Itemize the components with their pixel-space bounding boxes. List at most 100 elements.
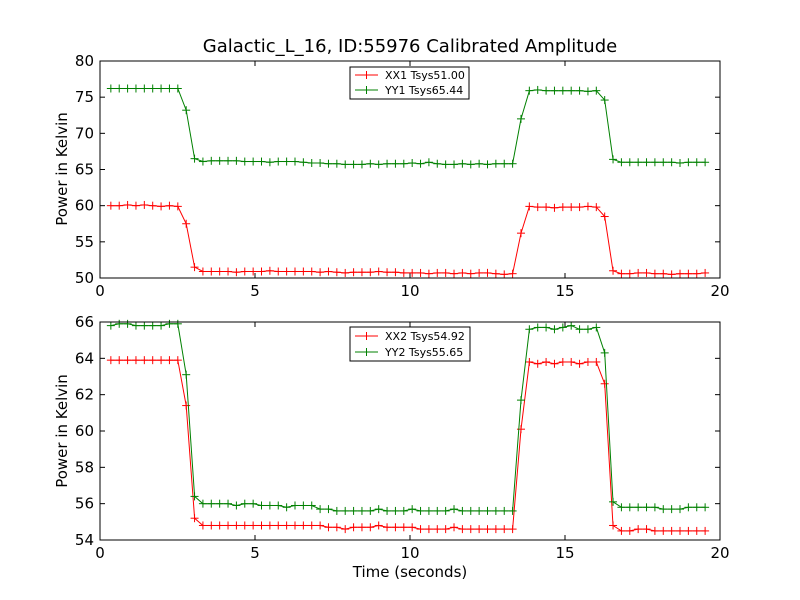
data-point-marker <box>550 325 559 334</box>
data-point-marker <box>408 523 417 532</box>
data-point-marker <box>508 159 517 168</box>
data-point-marker <box>701 503 710 512</box>
data-point-marker <box>600 379 609 388</box>
data-point-marker <box>249 521 258 530</box>
data-point-marker <box>617 158 626 167</box>
legend-entry-xx1: XX1 Tsys51.00 <box>355 69 465 82</box>
data-point-marker <box>625 503 634 512</box>
data-point-marker <box>224 267 233 276</box>
axis-ticks: 0 5 10 15 20 54 56 58 60 62 64 66 <box>75 313 730 562</box>
plot-area <box>106 84 710 279</box>
data-point-marker <box>299 521 308 530</box>
data-point-marker <box>676 526 685 535</box>
data-point-marker <box>583 202 592 211</box>
data-point-marker <box>483 506 492 515</box>
data-point-marker <box>265 158 274 167</box>
data-point-marker <box>650 269 659 278</box>
data-point-marker <box>290 157 299 166</box>
y-tick-label: 60 <box>75 422 94 440</box>
data-point-marker <box>558 86 567 95</box>
data-point-marker <box>500 525 509 534</box>
data-point-marker <box>575 359 584 368</box>
data-point-marker <box>257 267 266 276</box>
data-point-marker <box>290 521 299 530</box>
data-point-marker <box>475 506 484 515</box>
data-point-marker <box>592 86 601 95</box>
y-tick-label: 60 <box>75 197 94 215</box>
data-point-marker <box>441 506 450 515</box>
data-point-marker <box>592 323 601 332</box>
data-point-marker <box>609 155 618 164</box>
data-point-marker <box>684 503 693 512</box>
data-point-marker <box>307 158 316 167</box>
data-point-marker <box>424 269 433 278</box>
legend-label-yy2: YY2 Tsys55.65 <box>384 346 463 359</box>
data-point-marker <box>316 505 325 514</box>
data-point-marker <box>424 525 433 534</box>
data-point-marker <box>701 268 710 277</box>
data-point-marker <box>516 396 525 405</box>
legend-label-xx2: XX2 Tsys54.92 <box>385 330 465 343</box>
data-point-marker <box>299 267 308 276</box>
data-point-marker <box>466 525 475 534</box>
data-point-marker <box>617 503 626 512</box>
data-point-marker <box>567 321 576 330</box>
data-point-marker <box>265 521 274 530</box>
data-point-marker <box>433 525 442 534</box>
chart-title: Galactic_L_16, ID:55976 Calibrated Ampli… <box>203 36 617 57</box>
data-point-marker <box>232 268 241 277</box>
data-point-marker <box>625 158 634 167</box>
data-point-marker <box>198 521 207 530</box>
data-point-marker <box>224 156 233 165</box>
data-point-marker <box>416 525 425 534</box>
data-point-marker <box>173 84 182 93</box>
data-point-marker <box>148 84 157 93</box>
y-tick-label: 56 <box>75 495 94 513</box>
data-point-marker <box>274 267 283 276</box>
data-point-marker <box>558 203 567 212</box>
data-point-marker <box>115 356 124 365</box>
data-point-marker <box>650 503 659 512</box>
chart-bottom-calibrated-amplitude-2: Power in Kelvin Time (seconds) 0 5 10 15 20 5… <box>53 313 730 581</box>
data-point-marker <box>383 523 392 532</box>
data-point-marker <box>383 159 392 168</box>
data-point-marker <box>500 506 509 515</box>
data-point-marker <box>274 501 283 510</box>
data-point-marker <box>525 86 534 95</box>
data-point-marker <box>659 158 668 167</box>
data-point-marker <box>165 84 174 93</box>
data-point-marker <box>282 503 291 512</box>
data-point-marker <box>450 269 459 278</box>
data-point-marker <box>676 158 685 167</box>
data-point-marker <box>224 521 233 530</box>
data-point-marker <box>399 159 408 168</box>
data-point-marker <box>475 525 484 534</box>
data-point-marker <box>433 268 442 277</box>
data-point-marker <box>583 325 592 334</box>
data-point-marker <box>575 203 584 212</box>
data-point-marker <box>416 506 425 515</box>
data-point-marker <box>491 525 500 534</box>
data-point-marker <box>249 157 258 166</box>
data-point-marker <box>542 203 551 212</box>
data-point-marker <box>349 523 358 532</box>
data-point-marker <box>324 267 333 276</box>
data-point-marker <box>634 525 643 534</box>
data-point-marker <box>525 357 534 366</box>
data-point-marker <box>332 506 341 515</box>
data-point-marker <box>324 505 333 514</box>
data-point-marker <box>525 202 534 211</box>
data-point-marker <box>341 525 350 534</box>
data-point-marker <box>659 505 668 514</box>
data-point-marker <box>450 160 459 169</box>
data-point-marker <box>232 521 241 530</box>
data-point-marker <box>567 357 576 366</box>
data-point-marker <box>173 202 182 211</box>
data-point-marker <box>215 267 224 276</box>
data-point-marker <box>198 157 207 166</box>
y-tick-label: 55 <box>75 233 94 251</box>
data-point-marker <box>642 158 651 167</box>
data-point-marker <box>106 321 115 330</box>
data-point-marker <box>207 267 216 276</box>
y-tick-label: 80 <box>75 52 94 70</box>
